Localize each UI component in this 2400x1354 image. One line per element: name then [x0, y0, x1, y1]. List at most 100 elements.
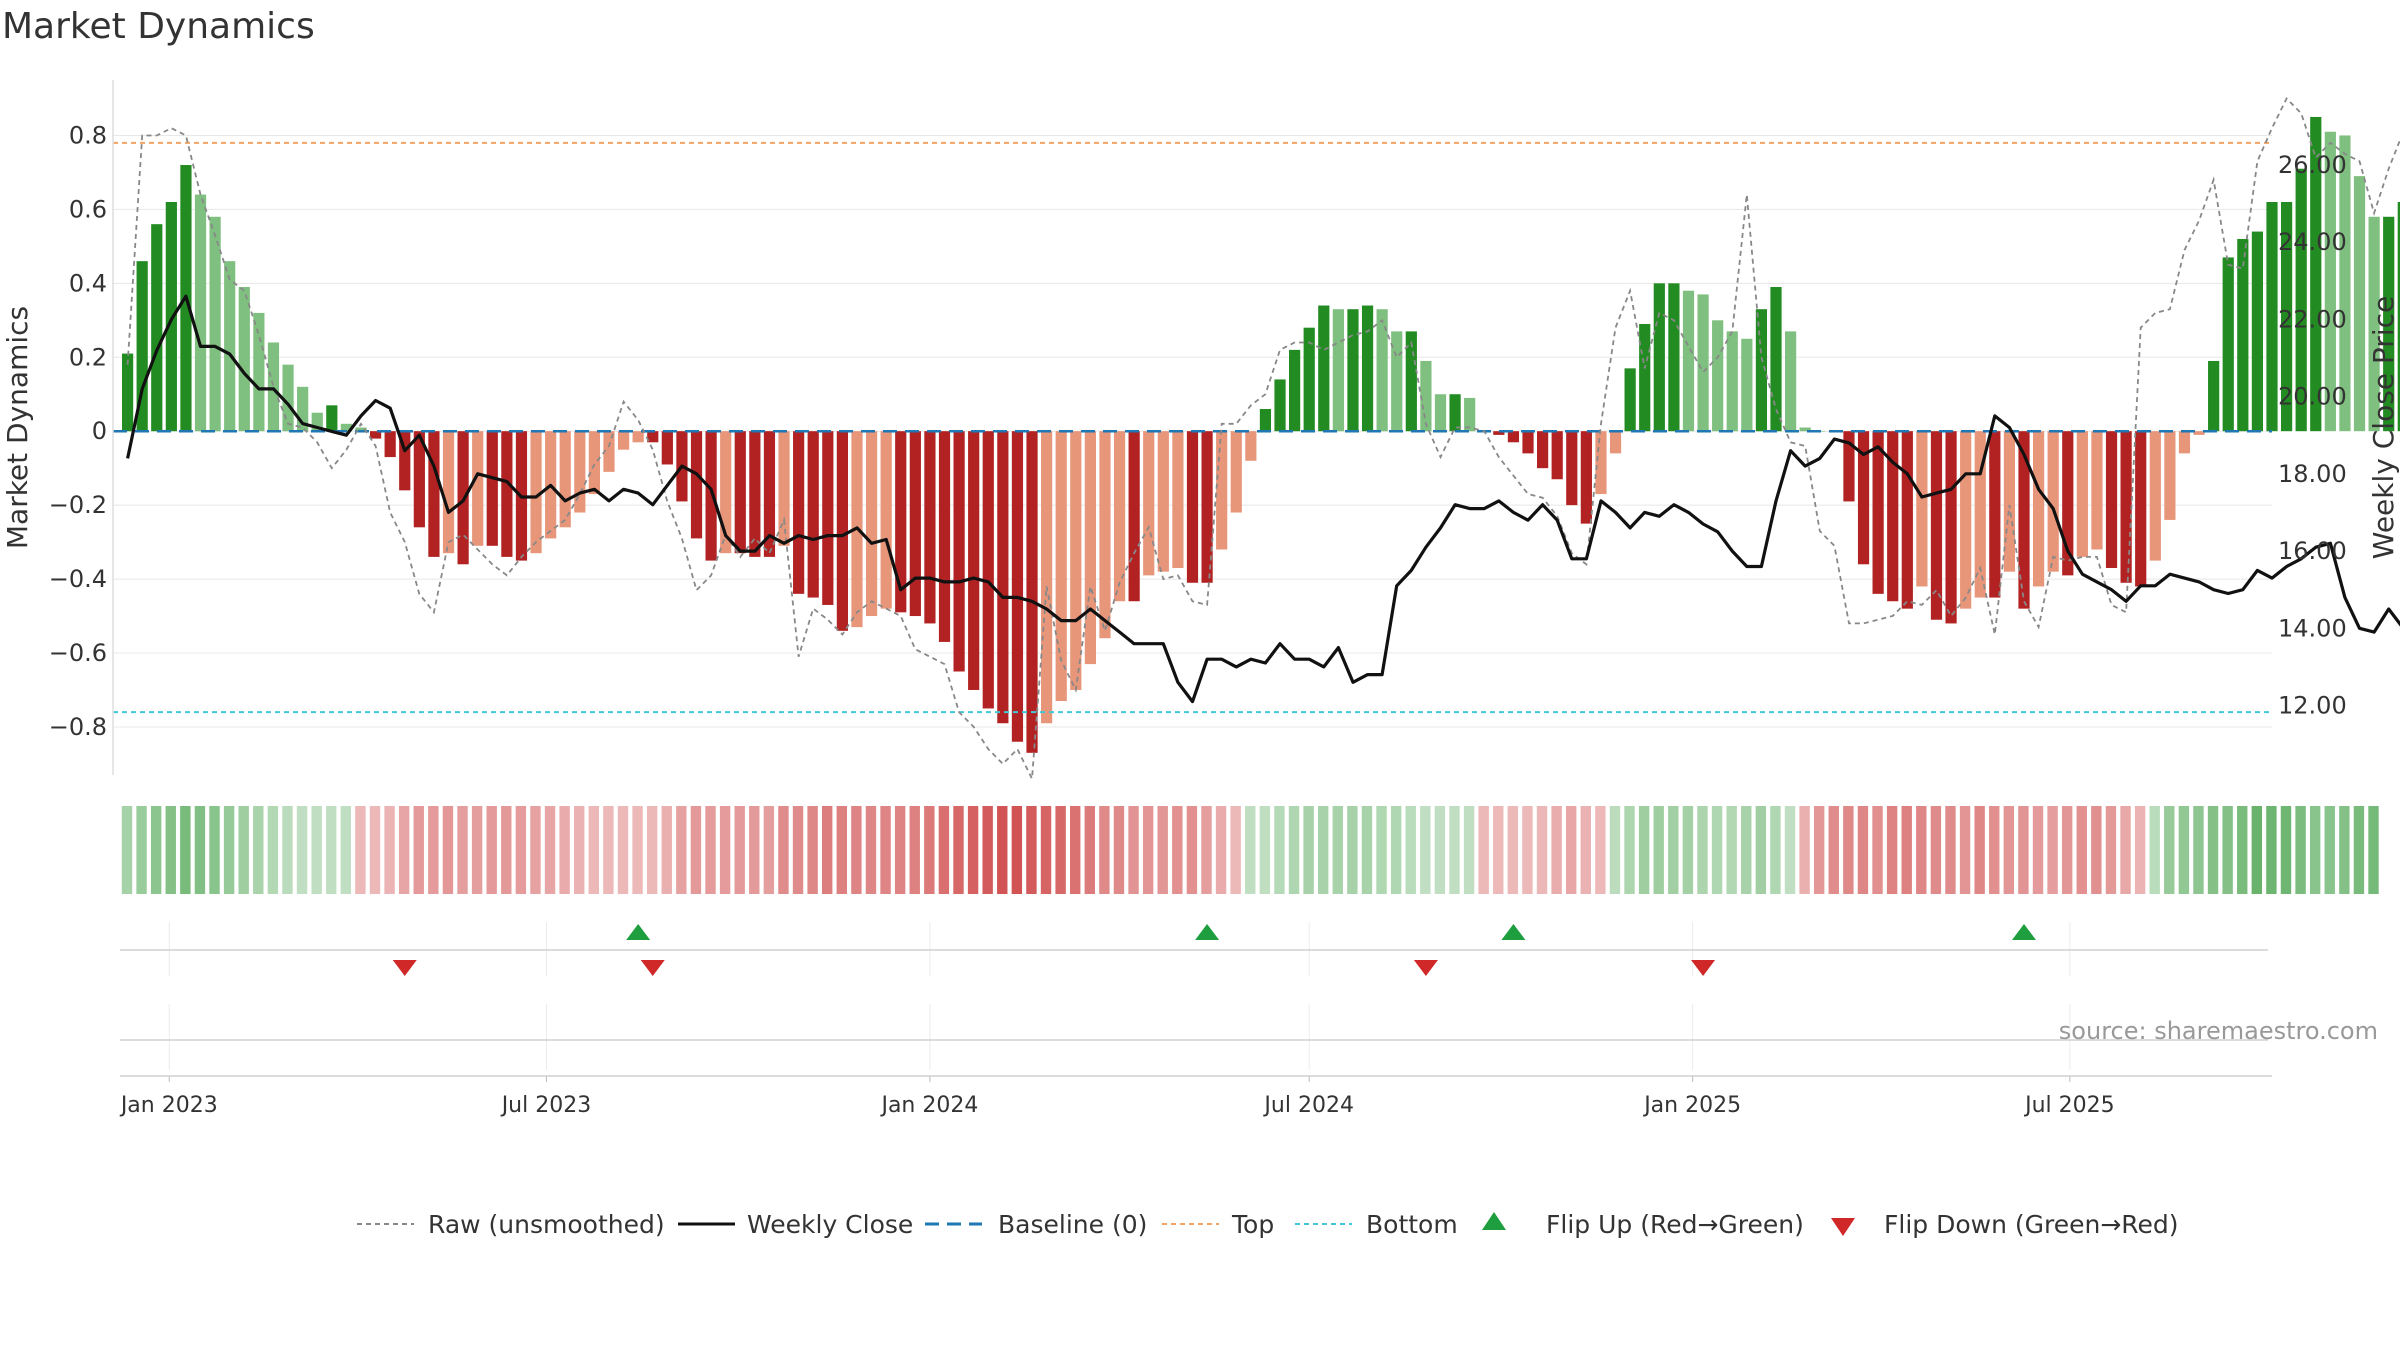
bar	[1960, 431, 1972, 609]
bar	[1318, 305, 1330, 432]
bar	[1420, 360, 1432, 432]
trend-strip-cell	[223, 806, 235, 894]
trend-strip-cell	[501, 806, 512, 894]
bar	[1055, 431, 1067, 702]
right-tick-label: 26.00	[2278, 151, 2347, 179]
trend-strip-cell	[1274, 806, 1285, 894]
trend-strip-cell	[150, 806, 162, 894]
trend-strip-cell	[822, 806, 833, 894]
trend-strip-cell	[1142, 806, 1154, 894]
bar	[1128, 431, 1140, 602]
legend-raw-label: Raw (unsmoothed)	[428, 1210, 665, 1239]
bar	[1755, 309, 1768, 432]
trend-strip-cell	[1770, 806, 1781, 894]
trend-strip-cell	[1668, 806, 1679, 894]
trend-strip-cell	[719, 806, 731, 894]
bar	[924, 431, 936, 624]
bar	[282, 364, 294, 432]
bar	[836, 431, 848, 631]
bar	[1901, 431, 1913, 609]
trend-strip-cell	[2149, 806, 2160, 894]
bar	[2105, 431, 2118, 568]
trend-strip-cell	[1347, 806, 1358, 894]
trend-strip-cell	[1930, 806, 1942, 894]
trend-strip-cell	[1857, 806, 1869, 894]
trend-strip-cell	[953, 806, 964, 894]
bar	[1522, 431, 1534, 454]
trend-strip-cell	[1741, 806, 1752, 894]
trend-strip-cell	[1697, 806, 1708, 894]
bar	[1609, 431, 1622, 454]
bar	[661, 431, 673, 465]
bar	[1785, 331, 1797, 432]
bar	[1405, 331, 1417, 432]
flip-up-marker	[1501, 924, 1526, 940]
trend-strip-cell	[1026, 806, 1037, 894]
bar	[1741, 338, 1753, 432]
left-tick-label: 0.4	[69, 269, 107, 297]
trend-strip-cell	[1478, 806, 1489, 894]
bar	[2003, 431, 2016, 572]
trend-strip-cell	[180, 806, 191, 894]
trend-strip-cell	[209, 806, 220, 894]
bar	[136, 261, 148, 432]
flip-down-marker	[392, 960, 417, 976]
trend-strip-cell	[2251, 806, 2263, 894]
x-tick-label: Jan 2023	[119, 1093, 218, 1118]
trend-strip-cell	[588, 806, 599, 894]
trend-strip-cell	[457, 806, 468, 894]
trend-strip-cell	[442, 806, 454, 894]
trend-strip-cell	[1624, 806, 1635, 894]
bar	[1930, 431, 1943, 620]
bar	[1449, 394, 1461, 432]
flip-up-marker	[1195, 924, 1220, 940]
flip-up-marker	[626, 924, 651, 940]
bar	[865, 431, 878, 617]
bar	[1537, 431, 1549, 469]
bar	[2397, 201, 2400, 432]
bar	[2339, 135, 2351, 432]
bar	[807, 431, 819, 598]
bar	[2047, 431, 2059, 572]
trend-strip-cell	[2178, 806, 2190, 894]
bar	[617, 431, 630, 450]
bar	[1595, 431, 1607, 495]
bar	[2135, 431, 2147, 587]
bar	[1099, 431, 1111, 639]
trend-strip-cell	[1172, 806, 1183, 894]
bar	[1945, 431, 1957, 624]
legend-flip-down-label: Flip Down (Green→Red)	[1884, 1210, 2179, 1239]
trend-strip-cell	[1201, 806, 1212, 894]
bar	[1916, 431, 1928, 587]
trend-strip-cell	[1011, 806, 1023, 894]
left-tick-label: −0.2	[49, 491, 107, 519]
bar	[1989, 431, 2001, 598]
bar	[720, 431, 732, 554]
x-tick-label: Jan 2024	[879, 1093, 978, 1118]
bar	[1347, 309, 1359, 432]
trend-strip-cell	[486, 806, 497, 894]
trend-strip-cell	[384, 806, 395, 894]
bar	[2266, 201, 2278, 432]
bar	[1697, 294, 1709, 432]
trend-strip-cell	[1361, 806, 1373, 894]
trend-strip-cell	[2222, 806, 2233, 894]
legend-close-label: Weekly Close	[747, 1210, 913, 1239]
trend-strip-cell	[1069, 806, 1081, 894]
bar	[763, 431, 776, 557]
bar	[793, 431, 805, 594]
bar	[2062, 431, 2074, 576]
trend-strip-cell	[1989, 806, 2000, 894]
bar	[2280, 201, 2293, 432]
trend-strip-cell	[1799, 806, 1810, 894]
trend-strip-cell	[778, 806, 789, 894]
trend-strip-cell	[340, 806, 352, 894]
bar	[968, 431, 980, 690]
right-tick-label: 14.00	[2278, 614, 2347, 642]
bar	[997, 431, 1009, 724]
right-tick-label: 24.00	[2278, 228, 2347, 256]
trend-strip-cell	[2339, 806, 2350, 894]
trend-strip-cell	[2120, 806, 2131, 894]
trend-strip-cell	[253, 806, 264, 894]
